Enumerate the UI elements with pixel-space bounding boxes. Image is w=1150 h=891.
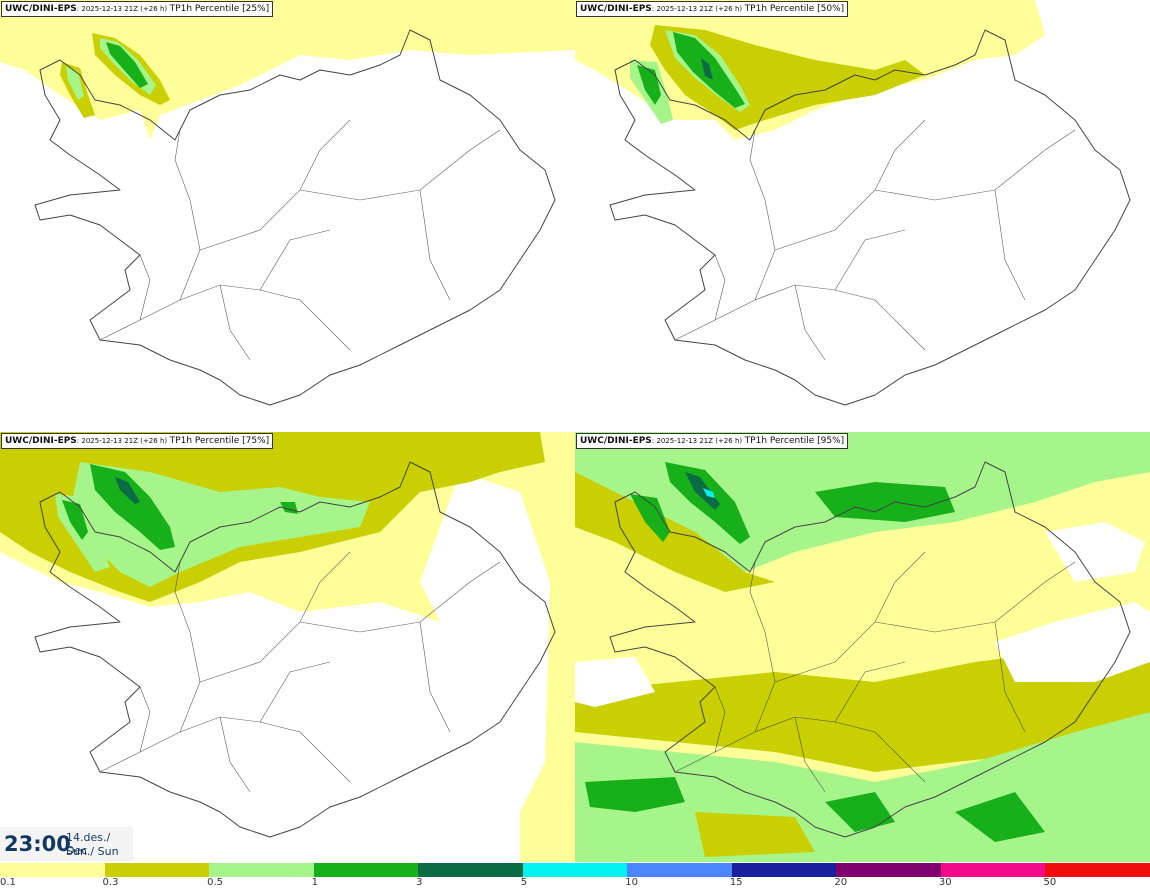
legend-swatch (0, 863, 105, 877)
legend-swatch (731, 863, 837, 877)
legend-swatch (104, 863, 210, 877)
legend-swatch (313, 863, 419, 877)
valid-time-box: 23:00 14.des./ Dec Sun./ Sun (0, 827, 133, 861)
legend-ticks: 0.1 0.3 0.5 1 3 5 10 15 20 30 50 (0, 877, 1150, 891)
valid-weekday: Sun./ Sun (66, 845, 119, 858)
road-network (674, 551, 1076, 793)
legend-swatch (418, 863, 523, 877)
legend-tick-label: 15 (729, 877, 743, 888)
panel-title: UWC/DINI-EPS: 2025-12-13 21Z (+26 h) TP1… (576, 1, 849, 17)
map-panel-75: UWC/DINI-EPS: 2025-12-13 21Z (+26 h) TP1… (0, 432, 575, 862)
iceland-coastline (609, 29, 1131, 406)
legend-tick-label: 0.1 (0, 877, 16, 888)
road-network (99, 551, 501, 793)
panel-title: UWC/DINI-EPS: 2025-12-13 21Z (+26 h) TP1… (1, 1, 274, 17)
road-network (99, 119, 501, 361)
precip-fields (0, 0, 575, 140)
precip-map (0, 432, 575, 862)
road-network (674, 119, 1076, 361)
legend-tick-label: 0.5 (207, 877, 223, 888)
precip-fields (575, 432, 1150, 862)
legend-tick-label: 10 (625, 877, 638, 888)
legend-swatch (209, 863, 314, 877)
legend-tick-label: 3 (416, 877, 423, 888)
legend-swatch (940, 863, 1046, 877)
precip-map (575, 432, 1150, 862)
map-panel-25: UWC/DINI-EPS: 2025-12-13 21Z (+26 h) TP1… (0, 0, 575, 430)
panel-title: UWC/DINI-EPS: 2025-12-13 21Z (+26 h) TP1… (576, 433, 849, 449)
legend-colorbar (0, 863, 1150, 877)
legend-tick-label: 20 (834, 877, 848, 888)
iceland-coastline (34, 29, 556, 406)
precip-fields (575, 0, 1045, 140)
legend-tick-label: 50 (1043, 877, 1057, 888)
legend-swatch (836, 863, 941, 877)
valid-date: 14.des./ Dec (66, 831, 111, 857)
precip-map (0, 0, 575, 406)
legend-tick-label: 1 (311, 877, 318, 888)
legend-tick-label: 0.3 (102, 877, 119, 888)
panel-title: UWC/DINI-EPS: 2025-12-13 21Z (+26 h) TP1… (1, 433, 274, 449)
legend-swatch (522, 863, 628, 877)
valid-time: 23:00 (4, 832, 71, 856)
precip-fields (0, 432, 575, 862)
map-panel-50: UWC/DINI-EPS: 2025-12-13 21Z (+26 h) TP1… (575, 0, 1150, 430)
legend-tick-label: 5 (520, 877, 528, 888)
iceland-coastline (609, 461, 1131, 838)
legend-swatch (1045, 863, 1150, 877)
iceland-coastline (34, 461, 556, 838)
map-panel-95: UWC/DINI-EPS: 2025-12-13 21Z (+26 h) TP1… (575, 432, 1150, 862)
precip-map (575, 0, 1131, 406)
legend-tick-label: 30 (938, 877, 952, 888)
legend-swatch (627, 863, 732, 877)
